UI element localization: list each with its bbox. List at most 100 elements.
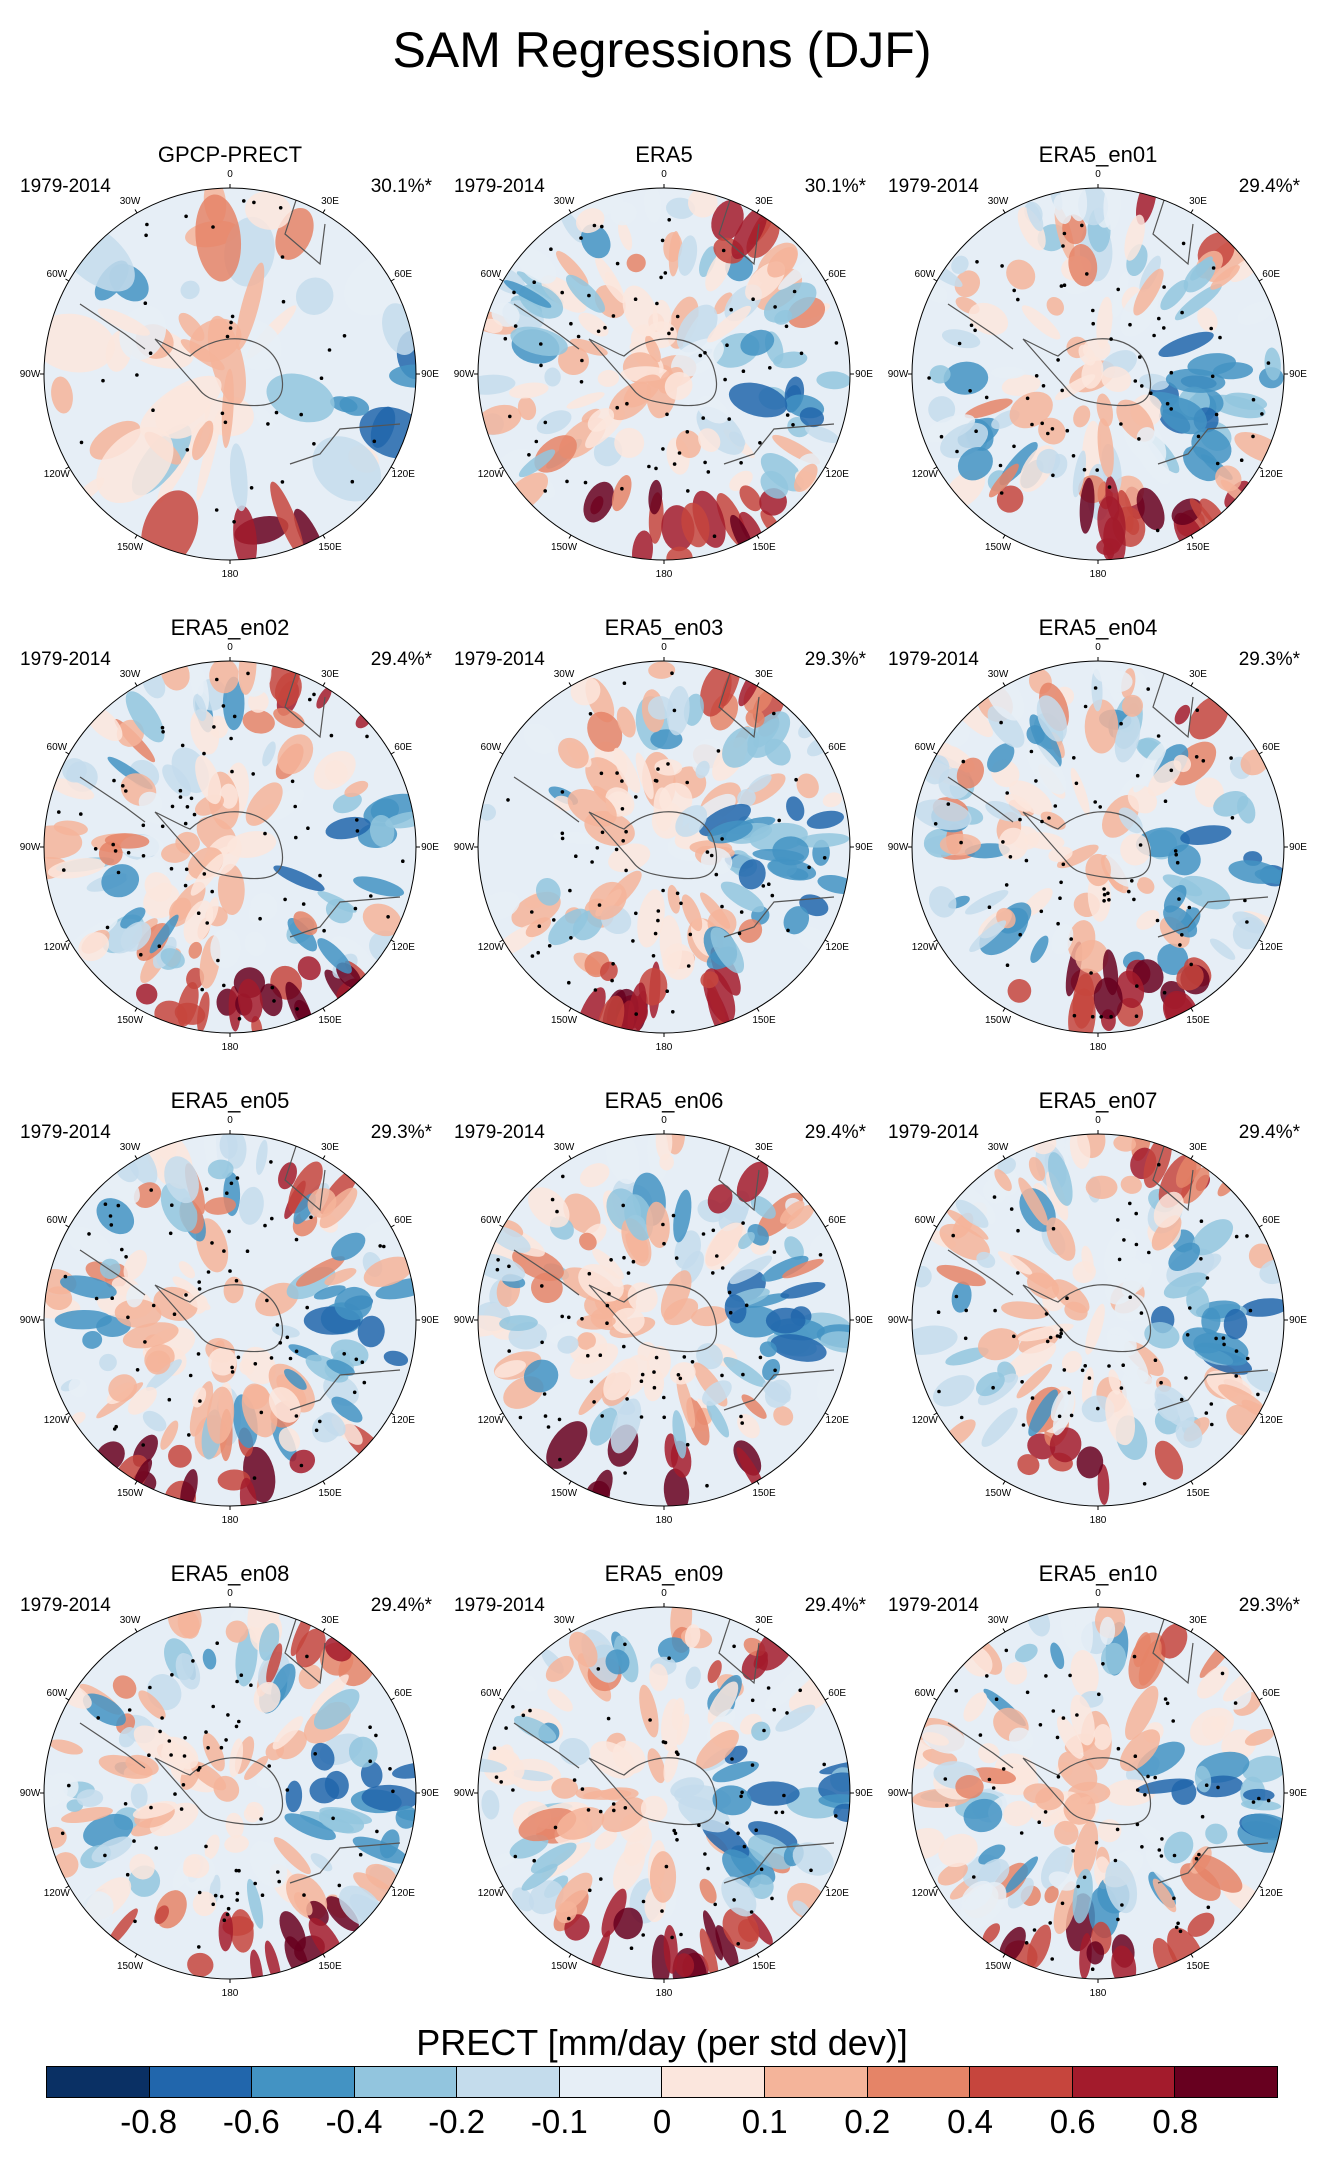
antarctica-coastline (588, 1284, 718, 1353)
precip-anomaly-patch (545, 1655, 574, 1682)
precip-anomaly-patch (928, 396, 956, 423)
significance-dot (1016, 1271, 1020, 1275)
significance-dot (365, 734, 369, 739)
precip-field (44, 661, 416, 1033)
precip-anomaly-patch (1028, 1156, 1046, 1182)
precip-anomaly-patch (816, 1372, 838, 1402)
significance-dot (511, 1788, 515, 1792)
precip-anomaly-patch (284, 1368, 307, 1390)
significance-dot (1163, 1697, 1168, 1701)
significance-dot (1091, 308, 1095, 313)
longitude-label: 0 (1095, 1588, 1101, 1599)
precip-anomaly-patch (273, 707, 305, 729)
longitude-label: 150E (752, 542, 776, 553)
significance-dot (1133, 1754, 1138, 1758)
significance-dot (603, 325, 607, 330)
longitude-label: 150W (117, 1488, 144, 1499)
significance-dot (777, 818, 781, 823)
longitude-label: 150W (985, 542, 1012, 553)
precip-anomaly-patch (1006, 259, 1036, 290)
significance-dot (1215, 461, 1220, 466)
significance-dot (720, 904, 724, 909)
significance-dot (211, 1902, 215, 1907)
significance-dot (987, 1777, 992, 1782)
precip-anomaly-patch (660, 1698, 683, 1752)
precip-anomaly-patch (722, 1907, 760, 1950)
significance-dot (499, 1780, 503, 1784)
significance-dot (1153, 1358, 1158, 1362)
significance-dot (678, 1376, 683, 1381)
longitude-tick (134, 1155, 138, 1160)
significance-dot (969, 323, 974, 328)
significance-dot (223, 420, 228, 425)
longitude-label: 90W (454, 1788, 475, 1799)
precip-anomaly-patch (1105, 1859, 1138, 1914)
colorbar (46, 2066, 1278, 2098)
precip-anomaly-patch (737, 1413, 760, 1439)
precip-anomaly-patch (133, 1458, 153, 1488)
longitude-label: 30W (988, 1142, 1009, 1153)
longitude-label: 90W (888, 369, 909, 380)
significance-dot (492, 1746, 497, 1750)
significance-dot (251, 772, 255, 776)
significance-dot (1233, 1701, 1238, 1705)
significance-dot (266, 422, 270, 426)
significance-dot (590, 860, 594, 864)
precip-anomaly-patch (1116, 970, 1145, 1008)
precip-anomaly-patch (318, 1808, 365, 1834)
significance-dot (506, 798, 510, 802)
precip-anomaly-patch (62, 758, 87, 783)
significance-dot (143, 301, 148, 305)
significance-dot (614, 847, 619, 852)
significance-dot (288, 1356, 293, 1361)
precip-anomaly-patch (700, 892, 731, 929)
significance-dot (711, 1228, 716, 1233)
precip-anomaly-patch (225, 1812, 244, 1839)
longitude-tick (1258, 1697, 1263, 1701)
longitude-label: 150E (318, 1961, 342, 1972)
significance-dot (270, 1216, 274, 1221)
significance-dot (1132, 897, 1136, 902)
longitude-label: 150W (117, 1015, 144, 1026)
significance-dot (234, 1724, 239, 1729)
significance-dot (1140, 384, 1144, 388)
significance-dot (732, 1898, 736, 1902)
precip-anomaly-patch (792, 1900, 811, 1917)
significance-dot (936, 1310, 941, 1314)
precip-anomaly-patch (964, 398, 1013, 419)
significance-dot (1090, 1967, 1095, 1971)
coastline (513, 303, 580, 350)
precip-anomaly-patch (954, 270, 981, 298)
significance-dot (167, 1739, 172, 1743)
significance-dot (587, 1271, 592, 1276)
precip-anomaly-patch (707, 1660, 722, 1684)
longitude-tick (322, 1155, 326, 1160)
significance-dot (239, 1673, 244, 1677)
precip-anomaly-patch (748, 1821, 798, 1848)
precip-anomaly-patch (210, 928, 242, 969)
significance-dot (161, 730, 165, 734)
significance-dot (633, 297, 638, 301)
significance-dot (302, 1893, 306, 1897)
significance-dot (737, 931, 742, 936)
significance-dot (1005, 963, 1010, 967)
significance-dot (182, 1754, 187, 1758)
significance-dot (327, 348, 332, 352)
significance-dot (1072, 756, 1076, 760)
longitude-label: 150W (985, 1961, 1012, 1972)
significance-dot (230, 1365, 234, 1370)
significance-dot (1162, 285, 1166, 289)
precip-anomaly-patch (237, 978, 263, 1023)
precip-anomaly-patch (1215, 465, 1242, 492)
colorbar-swatch (1175, 2067, 1277, 2097)
significance-dot (1204, 1783, 1209, 1787)
significance-dot (625, 401, 629, 406)
precip-anomaly-patch (782, 1258, 824, 1279)
precip-anomaly-patch (724, 1294, 747, 1324)
significance-dot (1058, 896, 1062, 900)
significance-dot (204, 1844, 208, 1849)
precip-anomaly-patch (1072, 1261, 1096, 1284)
precip-anomaly-patch (569, 338, 608, 356)
significance-dot (179, 1807, 184, 1811)
